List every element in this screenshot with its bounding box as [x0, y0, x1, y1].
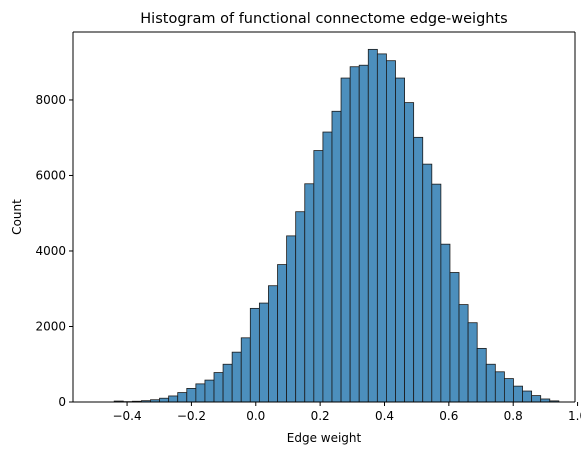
histogram-bar	[258, 302, 269, 403]
histogram-bar	[195, 383, 206, 403]
histogram-bar	[503, 378, 514, 403]
histogram-bar	[395, 77, 405, 403]
histogram-bar	[268, 285, 278, 403]
axes	[72, 31, 576, 403]
histogram-bar	[422, 163, 433, 403]
histogram-bar	[476, 347, 487, 403]
x-tick-label: 0.6	[439, 409, 458, 423]
y-tick-label: 6000	[35, 168, 66, 182]
histogram-bar	[231, 351, 242, 403]
histogram-bar	[313, 150, 324, 403]
y-tick-label: 4000	[35, 244, 66, 258]
histogram-bar	[177, 392, 188, 403]
histogram-bar	[467, 322, 478, 403]
histogram-bar	[277, 264, 288, 403]
histogram-bar	[494, 371, 505, 403]
chart-title: Histogram of functional connectome edge-…	[140, 11, 507, 27]
histogram-bar	[449, 272, 460, 403]
x-tick-label: 0.8	[504, 409, 523, 423]
histogram-bar	[413, 136, 424, 403]
histogram-bars	[113, 48, 560, 403]
x-axis-ticks: −0.4 −0.2 0.0 0.2 0.4 0.6 0.8 1.0	[112, 402, 581, 423]
y-tick-label: 8000	[35, 93, 66, 107]
histogram-bar	[213, 372, 224, 403]
histogram-bar	[340, 77, 351, 403]
histogram-bar	[376, 53, 387, 403]
histogram-bar	[531, 395, 542, 403]
histogram-bar	[458, 304, 469, 403]
histogram-bar	[304, 183, 315, 403]
histogram-bar	[249, 307, 260, 403]
x-axis-label: Edge weight	[287, 431, 362, 445]
histogram-bar	[240, 337, 251, 403]
histogram-bar	[431, 183, 442, 403]
histogram-bar	[331, 110, 342, 403]
histogram-bar	[159, 397, 170, 403]
histogram-bar	[522, 390, 533, 403]
histogram-bar	[168, 395, 179, 403]
histogram-bar	[485, 363, 496, 403]
x-tick-label: −0.4	[112, 409, 141, 423]
x-tick-label: 0.0	[246, 409, 265, 423]
y-tick-label: 0	[58, 395, 66, 409]
histogram-bar	[386, 60, 396, 403]
histogram-bar	[440, 243, 451, 403]
histogram-bar	[349, 66, 360, 403]
y-axis-label: Count	[10, 199, 24, 235]
histogram-bar	[295, 211, 306, 403]
y-axis-ticks: 0 2000 4000 6000 8000	[35, 93, 73, 409]
x-tick-label: 0.4	[375, 409, 394, 423]
histogram-bar	[222, 363, 233, 403]
histogram-bar	[404, 102, 415, 403]
histogram-bar	[204, 379, 215, 403]
y-tick-label: 2000	[35, 319, 66, 333]
histogram-bar	[367, 48, 378, 403]
histogram-bar	[286, 235, 297, 403]
histogram-bar	[186, 388, 197, 403]
histogram-bar	[513, 385, 523, 403]
histogram-bar	[322, 131, 333, 403]
x-tick-label: 0.2	[311, 409, 330, 423]
x-tick-label: −0.2	[177, 409, 206, 423]
x-tick-label: 1.0	[568, 409, 581, 423]
histogram-bar	[358, 64, 369, 403]
